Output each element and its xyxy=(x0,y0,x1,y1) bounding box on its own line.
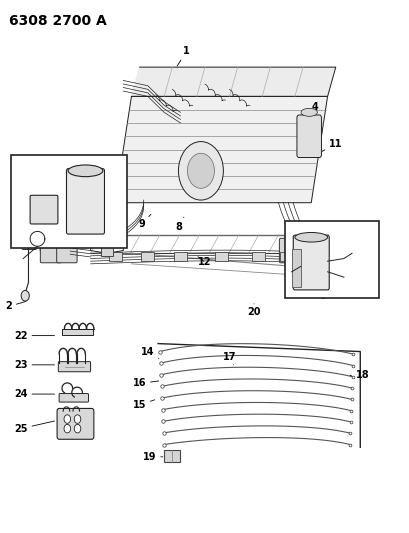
FancyBboxPatch shape xyxy=(65,222,85,244)
FancyBboxPatch shape xyxy=(66,168,104,234)
FancyBboxPatch shape xyxy=(32,213,55,236)
Text: 25: 25 xyxy=(14,421,54,434)
Circle shape xyxy=(187,154,214,188)
Text: 7: 7 xyxy=(319,290,326,301)
FancyBboxPatch shape xyxy=(214,252,227,261)
FancyBboxPatch shape xyxy=(296,115,321,158)
FancyBboxPatch shape xyxy=(279,238,294,263)
Circle shape xyxy=(64,424,70,433)
FancyBboxPatch shape xyxy=(11,155,127,248)
Text: 8: 8 xyxy=(175,217,183,232)
FancyBboxPatch shape xyxy=(279,252,292,261)
Ellipse shape xyxy=(68,165,103,176)
FancyBboxPatch shape xyxy=(291,249,300,287)
FancyBboxPatch shape xyxy=(295,241,311,265)
Text: 16: 16 xyxy=(133,378,158,389)
Text: 1: 1 xyxy=(177,46,189,66)
Text: 14: 14 xyxy=(141,346,159,359)
Text: 6: 6 xyxy=(299,259,310,271)
FancyBboxPatch shape xyxy=(56,242,77,263)
Circle shape xyxy=(64,415,70,423)
FancyBboxPatch shape xyxy=(284,221,378,298)
Text: 17: 17 xyxy=(222,352,236,365)
Text: 19: 19 xyxy=(143,452,162,462)
FancyBboxPatch shape xyxy=(57,408,94,439)
Polygon shape xyxy=(131,67,335,96)
Text: 2: 2 xyxy=(5,301,26,311)
Text: 20: 20 xyxy=(247,304,260,317)
FancyBboxPatch shape xyxy=(141,252,154,261)
Text: 11: 11 xyxy=(316,139,342,154)
FancyBboxPatch shape xyxy=(292,235,328,290)
FancyBboxPatch shape xyxy=(310,244,326,268)
Text: 9: 9 xyxy=(138,214,151,229)
FancyBboxPatch shape xyxy=(62,329,93,335)
FancyBboxPatch shape xyxy=(40,241,61,263)
Text: 21: 21 xyxy=(336,283,356,293)
Text: 4: 4 xyxy=(299,102,318,119)
Text: 18: 18 xyxy=(349,370,368,381)
FancyBboxPatch shape xyxy=(251,252,264,261)
Text: 24: 24 xyxy=(14,389,54,399)
Circle shape xyxy=(74,424,81,433)
Circle shape xyxy=(74,415,81,423)
Text: 12: 12 xyxy=(198,257,211,267)
Circle shape xyxy=(178,142,223,200)
Text: 15: 15 xyxy=(133,400,154,410)
Text: 3: 3 xyxy=(38,236,53,253)
Text: 10: 10 xyxy=(11,184,32,197)
FancyBboxPatch shape xyxy=(22,226,36,249)
FancyBboxPatch shape xyxy=(59,393,88,402)
Text: 22: 22 xyxy=(14,330,54,341)
Text: 6308 2700 A: 6308 2700 A xyxy=(9,14,106,28)
FancyBboxPatch shape xyxy=(30,195,58,224)
Text: 5: 5 xyxy=(357,256,371,266)
FancyBboxPatch shape xyxy=(52,215,74,237)
Circle shape xyxy=(21,290,29,301)
FancyBboxPatch shape xyxy=(164,450,179,462)
FancyBboxPatch shape xyxy=(173,252,187,261)
Ellipse shape xyxy=(300,108,317,116)
Text: 23: 23 xyxy=(14,360,54,370)
FancyBboxPatch shape xyxy=(108,252,121,261)
FancyBboxPatch shape xyxy=(101,243,113,256)
FancyBboxPatch shape xyxy=(58,362,90,372)
Ellipse shape xyxy=(294,232,327,242)
Polygon shape xyxy=(115,96,327,203)
Text: 13: 13 xyxy=(57,246,77,261)
